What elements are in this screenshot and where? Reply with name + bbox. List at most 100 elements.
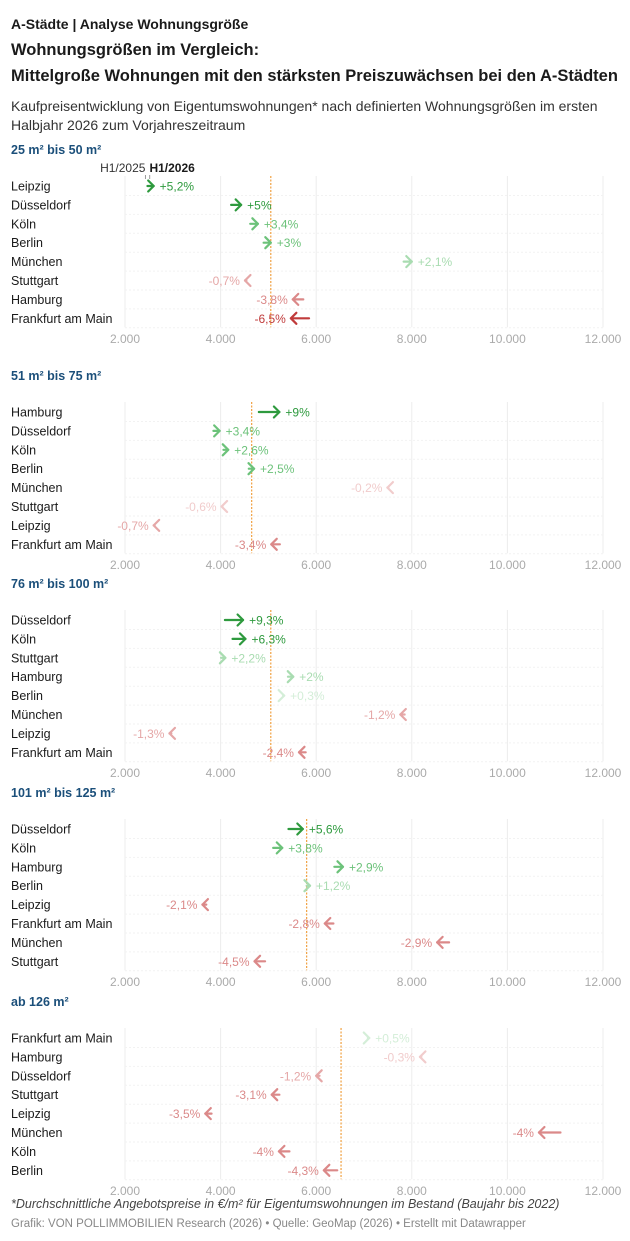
change-label: -1,2% — [364, 708, 396, 722]
change-label: +2,1% — [418, 255, 453, 269]
city-label: Stuttgart — [11, 955, 59, 969]
change-label: +3% — [277, 236, 302, 250]
change-arrow-head — [270, 537, 278, 551]
footnote: *Durchschnittliche Angebotspreise in €/m… — [11, 1197, 560, 1211]
change-arrow-head — [291, 292, 300, 306]
x-tick-label: 2.000 — [110, 975, 140, 989]
x-tick-label: 2.000 — [110, 766, 140, 780]
panel-title: 51 m² bis 75 m² — [11, 369, 101, 383]
change-label: -0,7% — [117, 519, 149, 533]
city-label: München — [11, 481, 62, 495]
city-label: Berlin — [11, 879, 43, 893]
chart-title-line-2: Mittelgroße Wohnungen mit den stärksten … — [11, 67, 618, 85]
x-tick-label: 6.000 — [301, 975, 331, 989]
change-arrow-head — [277, 1144, 286, 1158]
change-label: -4% — [513, 1126, 535, 1140]
change-label: -1,2% — [280, 1069, 312, 1083]
change-label: -6,5% — [255, 312, 287, 326]
city-label: Frankfurt am Main — [11, 917, 112, 931]
change-arrow-head — [251, 217, 259, 231]
city-label: Leipzig — [11, 180, 51, 194]
change-arrow-head — [405, 255, 413, 269]
change-label: -4,3% — [287, 1164, 319, 1178]
change-arrow-head — [289, 311, 298, 325]
x-tick-label: 12.000 — [585, 332, 622, 346]
x-tick-label: 8.000 — [397, 766, 427, 780]
panel-title: ab 126 m² — [11, 995, 69, 1009]
change-arrow-head — [221, 443, 230, 457]
city-label: Frankfurt am Main — [11, 312, 112, 326]
change-arrow-head — [272, 405, 281, 419]
change-label: -3,8% — [256, 293, 288, 307]
change-arrow-head — [297, 745, 306, 759]
city-label: München — [11, 255, 62, 269]
change-label: -1,3% — [133, 727, 165, 741]
change-arrow-head — [418, 1050, 427, 1064]
change-label: +2,2% — [231, 651, 266, 665]
city-label: Berlin — [11, 1164, 43, 1178]
x-tick-label: 6.000 — [301, 766, 331, 780]
change-arrow-head — [247, 462, 256, 476]
panel-title: 101 m² bis 125 m² — [11, 786, 115, 800]
city-label: Düsseldorf — [11, 424, 71, 438]
change-arrow-head — [323, 916, 332, 931]
change-arrow-head — [275, 841, 284, 855]
change-arrow-head — [277, 689, 286, 703]
x-tick-label: 6.000 — [301, 332, 331, 346]
city-label: Frankfurt am Main — [11, 746, 112, 760]
change-label: -4% — [253, 1145, 275, 1159]
x-tick-label: 2.000 — [110, 1184, 140, 1198]
change-arrow-head — [264, 236, 272, 250]
change-arrow-head — [243, 273, 252, 288]
city-label: Leipzig — [11, 519, 51, 533]
city-label: Leipzig — [11, 898, 51, 912]
city-label: Düsseldorf — [11, 198, 71, 212]
x-tick-label: 12.000 — [585, 766, 622, 780]
change-arrow-head — [220, 499, 229, 514]
city-label: Düsseldorf — [11, 823, 71, 837]
change-arrow-head — [322, 1163, 331, 1177]
change-arrow-head — [213, 424, 221, 438]
change-arrow-head — [336, 860, 345, 874]
city-label: Düsseldorf — [11, 614, 71, 628]
change-label: -4,5% — [218, 955, 250, 969]
city-label: Köln — [11, 632, 36, 646]
change-label: +2,9% — [349, 860, 384, 874]
change-arrow-head — [218, 651, 227, 665]
change-label: -2,1% — [166, 898, 198, 912]
change-label: +2,6% — [234, 443, 269, 457]
change-arrow-head — [386, 481, 395, 495]
city-label: Köln — [11, 217, 36, 231]
change-arrow-head — [238, 632, 247, 646]
city-label: Hamburg — [11, 406, 62, 420]
kicker: A-Städte | Analyse Wohnungsgröße — [11, 16, 249, 32]
x-tick-label: 4.000 — [206, 766, 236, 780]
change-label: -3,5% — [169, 1107, 201, 1121]
city-label: Hamburg — [11, 670, 62, 684]
city-label: Berlin — [11, 462, 43, 476]
city-label: München — [11, 936, 62, 950]
change-label: +9,3% — [249, 614, 284, 628]
city-label: Stuttgart — [11, 1088, 59, 1102]
x-tick-label: 10.000 — [489, 766, 526, 780]
change-label: +3,4% — [264, 217, 299, 231]
city-label: Berlin — [11, 236, 43, 250]
change-arrow-head — [303, 879, 312, 893]
x-tick-label: 8.000 — [397, 975, 427, 989]
city-label: Frankfurt am Main — [11, 1032, 112, 1046]
change-arrow-head — [270, 1088, 279, 1102]
city-label: Köln — [11, 841, 36, 855]
change-arrow-head — [399, 707, 407, 722]
x-tick-label: 10.000 — [489, 332, 526, 346]
change-arrow-head — [204, 1107, 212, 1121]
city-label: Berlin — [11, 689, 43, 703]
change-label: +3,8% — [288, 841, 323, 855]
change-label: -0,7% — [209, 274, 241, 288]
legend-h1-2025: H1/2025 — [100, 161, 146, 175]
x-tick-label: 4.000 — [206, 558, 236, 572]
change-label: +0,3% — [290, 689, 325, 703]
city-label: Stuttgart — [11, 274, 59, 288]
change-label: -0,2% — [351, 481, 383, 495]
x-tick-label: 8.000 — [397, 332, 427, 346]
